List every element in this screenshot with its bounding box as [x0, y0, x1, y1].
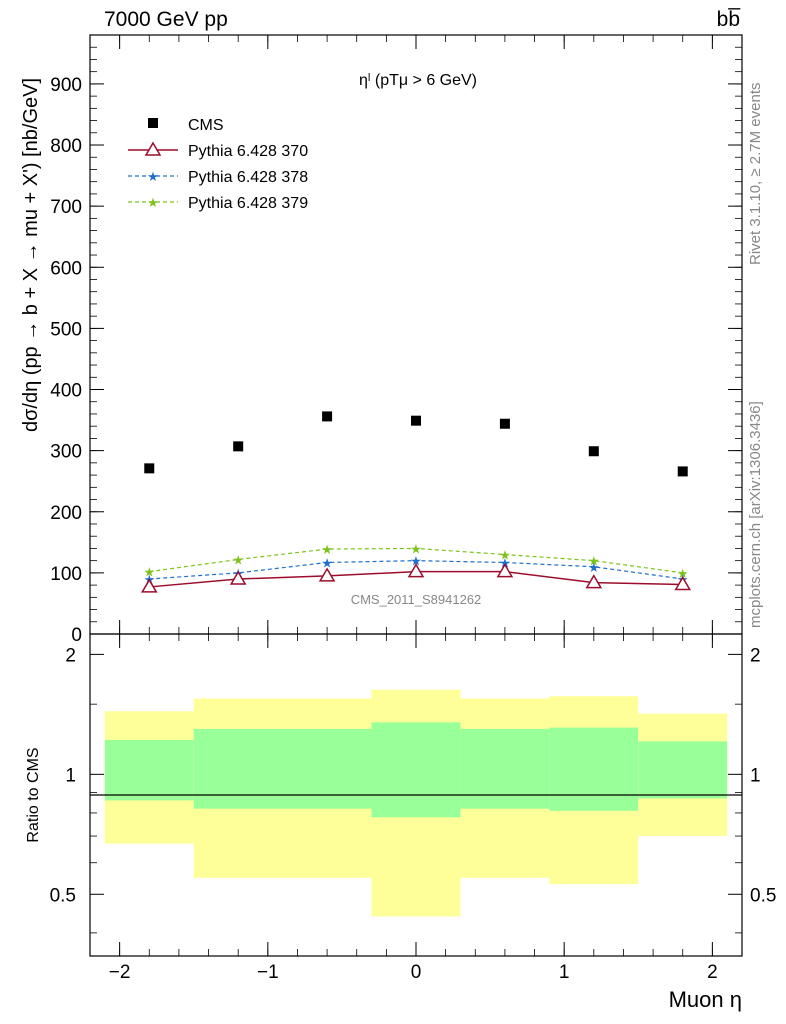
- data-point-cms: [233, 441, 244, 452]
- data-point-py379: ★: [321, 543, 333, 558]
- uncertainty-band-inner: [371, 722, 461, 818]
- mcplots-label: mcplots.cern.ch [arXiv:1306.3436]: [747, 401, 764, 628]
- legend-marker-cms: [148, 118, 158, 128]
- header-process: bb̅: [717, 8, 742, 31]
- data-point-cms: [588, 446, 599, 457]
- y-tick-label-main: 600: [50, 258, 82, 279]
- y-tick-label-main: 800: [50, 136, 82, 157]
- data-point-cms: [499, 418, 510, 429]
- data-point-py378: ★: [321, 556, 333, 571]
- series-line-py378: [149, 560, 683, 580]
- uncertainty-band-inner: [193, 728, 372, 809]
- data-point-py370: [229, 570, 247, 585]
- y-tick-label-ratio: 2: [65, 645, 76, 666]
- data-point-cms: [411, 415, 421, 426]
- legend-label-py378: Pythia 6.428 378: [188, 169, 308, 186]
- data-point-py370: [585, 574, 603, 589]
- y-tick-label-main: 100: [50, 564, 82, 585]
- data-point-py379: ★: [143, 566, 155, 581]
- data-point-cms: [144, 463, 155, 474]
- y-tick-label-main: 700: [50, 197, 82, 218]
- y-tick-label-main: 900: [50, 75, 82, 96]
- data-point-py370: [140, 578, 158, 593]
- legend-marker-py379: ★: [147, 196, 159, 211]
- legend-marker-py378: ★: [147, 170, 159, 185]
- y-axis-label-ratio: Ratio to CMS: [25, 747, 42, 842]
- y-tick-label-main: 400: [50, 381, 82, 402]
- data-point-py370: [318, 567, 336, 582]
- y-tick-label-ratio-right: 2: [750, 645, 761, 666]
- data-point-py379: ★: [410, 542, 422, 557]
- series-line-py379: [149, 547, 683, 574]
- data-point-cms: [322, 411, 333, 422]
- data-point-py379: ★: [677, 567, 689, 582]
- x-tick-label: 0: [411, 962, 422, 983]
- legend-marker-py370: [144, 141, 162, 156]
- uncertainty-band-inner: [460, 728, 550, 809]
- data-point-py370: [674, 576, 692, 591]
- y-axis-label-main: dσ/dη (pp → b + X → mu + X') [nb/GeV]: [20, 78, 42, 432]
- data-point-py370: [496, 563, 514, 578]
- main-plot-panel: 0 100 200 300 400 500 600 700 800 900 ηˡ (pTμ > 6…: [20, 34, 743, 646]
- x-tick-label: −1: [257, 962, 279, 983]
- y-tick-label-main: 300: [50, 442, 82, 463]
- legend: CMS Pythia 6.428 370 ★ Pythia 6.428 378 …: [128, 117, 308, 212]
- y-tick-label-ratio: 1: [65, 765, 76, 786]
- y-tick-label-ratio-right: 1: [750, 765, 761, 786]
- y-tick-label-main: 500: [50, 319, 82, 340]
- x-tick-label: 1: [559, 962, 570, 983]
- data-point-cms: [677, 466, 688, 477]
- x-tick-label: 2: [707, 962, 718, 983]
- y-tick-label-main: 200: [50, 503, 82, 524]
- ratio-plot-panel: −2 −1 0 1 2 0.5 0.5 1 1 2 2 Ratio to CMS Muon η: [25, 633, 776, 1012]
- header-collision: 7000 GeV pp: [104, 8, 228, 31]
- rivet-version-label: Rivet 3.1.10, ≥ 2.7M events: [747, 83, 764, 266]
- x-axis-label: Muon η: [669, 987, 742, 1012]
- uncertainty-band-inner: [549, 727, 639, 811]
- uncertainty-band-inner: [104, 739, 194, 801]
- legend-label-py379: Pythia 6.428 379: [188, 195, 308, 212]
- data-point-py379: ★: [232, 553, 244, 568]
- data-point-py378: ★: [588, 561, 600, 576]
- y-tick-label-ratio-right: 0.5: [750, 885, 776, 906]
- y-tick-label-main: 0: [71, 625, 82, 646]
- main-plot-title: ηˡ (pTμ > 6 GeV): [359, 72, 477, 89]
- data-point-py379: ★: [499, 549, 511, 564]
- data-point-py370: [407, 563, 425, 578]
- legend-label-py370: Pythia 6.428 370: [188, 143, 308, 160]
- uncertainty-band-inner: [638, 741, 728, 799]
- analysis-watermark: CMS_2011_S8941262: [351, 592, 482, 607]
- legend-label-cms: CMS: [188, 117, 224, 134]
- x-tick-label: −2: [109, 962, 131, 983]
- data-point-py379: ★: [588, 555, 600, 570]
- y-tick-label-ratio: 0.5: [50, 885, 76, 906]
- data-point-py378: ★: [410, 555, 422, 570]
